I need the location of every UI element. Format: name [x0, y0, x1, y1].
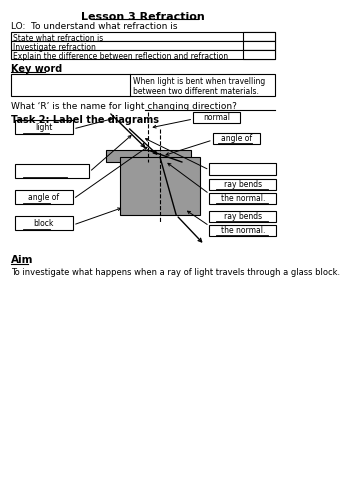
FancyBboxPatch shape — [11, 50, 275, 59]
Text: Investigate refraction: Investigate refraction — [13, 43, 96, 52]
Text: When light is bent when travelling
between two different materials.: When light is bent when travelling betwe… — [133, 77, 265, 96]
Text: ray bends: ray bends — [224, 180, 262, 189]
FancyBboxPatch shape — [213, 133, 260, 144]
Text: Explain the difference between reflection and refraction: Explain the difference between reflectio… — [13, 52, 228, 61]
FancyBboxPatch shape — [14, 120, 73, 134]
FancyBboxPatch shape — [209, 163, 276, 175]
Text: angle of: angle of — [221, 134, 252, 143]
Text: What ‘R’ is the name for light changing direction?: What ‘R’ is the name for light changing … — [11, 102, 243, 111]
Text: LO:  To understand what refraction is: LO: To understand what refraction is — [11, 22, 178, 31]
FancyBboxPatch shape — [120, 157, 200, 215]
FancyBboxPatch shape — [209, 179, 276, 190]
Text: light: light — [35, 122, 53, 132]
FancyBboxPatch shape — [14, 216, 73, 230]
Text: Task 2: Label the diagrams: Task 2: Label the diagrams — [11, 115, 159, 125]
Text: block: block — [34, 218, 54, 228]
FancyBboxPatch shape — [106, 150, 191, 162]
FancyBboxPatch shape — [209, 193, 276, 204]
Text: Key word: Key word — [11, 64, 62, 74]
Text: Lesson 3 Refraction: Lesson 3 Refraction — [81, 12, 205, 22]
FancyBboxPatch shape — [11, 32, 275, 41]
FancyBboxPatch shape — [243, 50, 275, 59]
FancyBboxPatch shape — [14, 164, 89, 178]
Text: Aim: Aim — [11, 255, 34, 265]
Text: To investigate what happens when a ray of light travels through a glass block.: To investigate what happens when a ray o… — [11, 268, 341, 277]
FancyBboxPatch shape — [193, 112, 240, 123]
FancyBboxPatch shape — [11, 41, 275, 50]
FancyBboxPatch shape — [209, 211, 276, 222]
Text: the normal.: the normal. — [221, 226, 265, 235]
FancyBboxPatch shape — [209, 225, 276, 236]
Text: normal: normal — [203, 113, 230, 122]
FancyBboxPatch shape — [243, 32, 275, 41]
Text: angle of: angle of — [28, 192, 59, 202]
Text: ray bends: ray bends — [224, 212, 262, 221]
FancyBboxPatch shape — [11, 74, 275, 96]
Text: the normal.: the normal. — [221, 194, 265, 203]
Text: State what refraction is: State what refraction is — [13, 34, 103, 43]
FancyBboxPatch shape — [243, 41, 275, 50]
FancyBboxPatch shape — [14, 190, 73, 204]
